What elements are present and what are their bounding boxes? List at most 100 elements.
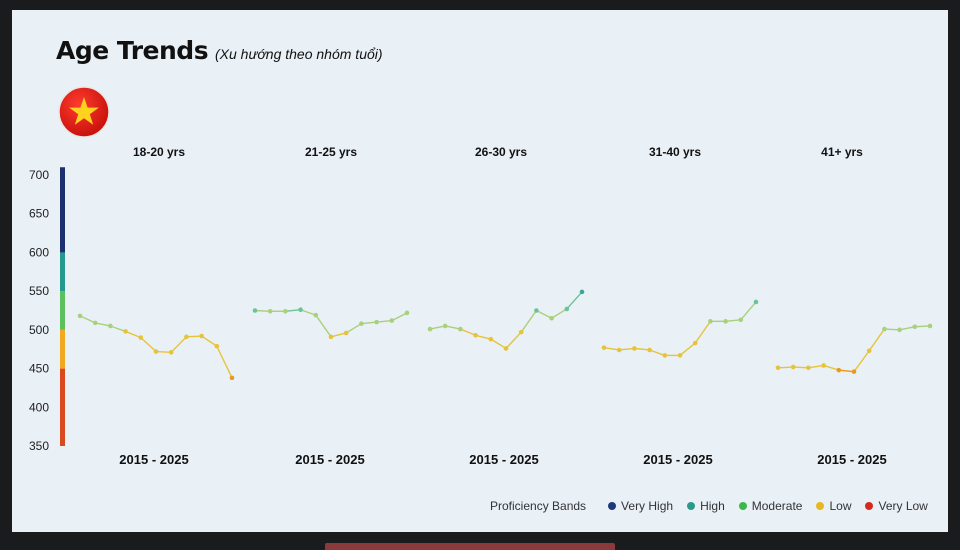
data-point xyxy=(738,317,744,323)
data-point xyxy=(458,326,463,332)
data-point xyxy=(662,353,668,358)
data-point xyxy=(927,323,933,329)
series-segment xyxy=(460,328,476,336)
data-point xyxy=(153,349,159,354)
legend-item-moderate: Moderate xyxy=(738,499,802,513)
y-tick-label: 500 xyxy=(29,323,49,337)
data-point xyxy=(503,346,509,351)
age-trends-chart: 700 650 600 550 500 450 400 350 18-20 yrs 2015 - … xyxy=(29,145,933,467)
panel-xlabel: 2015 - 2025 xyxy=(643,452,712,467)
data-point xyxy=(601,345,607,350)
series-segment xyxy=(634,347,650,351)
proficiency-band-0 xyxy=(60,368,65,446)
series-segment xyxy=(838,369,855,373)
series-segment xyxy=(201,335,218,347)
series-segment xyxy=(551,308,568,319)
data-point xyxy=(790,364,796,370)
data-point xyxy=(229,375,235,381)
series-segment xyxy=(285,309,301,312)
legend-label: High xyxy=(700,499,725,513)
data-point xyxy=(359,321,364,326)
data-point xyxy=(775,365,781,371)
data-point xyxy=(298,307,303,313)
vietnam-flag-icon xyxy=(58,86,110,138)
series-segment xyxy=(868,328,885,352)
legend-item-high: High xyxy=(687,499,725,513)
data-point xyxy=(488,336,494,342)
series-segment xyxy=(914,325,931,328)
series-segment xyxy=(186,335,202,338)
series-segment xyxy=(679,342,696,356)
y-tick-label: 450 xyxy=(29,362,49,376)
data-point xyxy=(427,326,433,332)
panel-label: 21-25 yrs xyxy=(305,145,357,159)
series-segment xyxy=(899,326,915,331)
legend-label: Very Low xyxy=(878,499,928,513)
panel-label: 31-40 yrs xyxy=(649,145,701,159)
proficiency-band-3 xyxy=(60,252,65,292)
series-segment xyxy=(79,315,96,324)
series-segment xyxy=(475,334,491,340)
series-segment xyxy=(376,319,392,323)
data-point xyxy=(77,313,83,319)
legend-label: Low xyxy=(829,499,852,513)
panel-label: 41+ yrs xyxy=(821,145,863,159)
proficiency-band-1 xyxy=(60,329,65,369)
data-point xyxy=(579,289,585,295)
series-segment xyxy=(823,364,840,371)
data-point xyxy=(632,346,637,351)
y-tick-label: 650 xyxy=(29,207,49,221)
data-point xyxy=(708,319,713,324)
series-segment xyxy=(315,314,332,338)
data-point xyxy=(92,320,98,326)
legend-title: Proficiency Bands xyxy=(490,499,587,513)
panel-label: 26-30 yrs xyxy=(475,145,527,159)
series-segment xyxy=(808,364,824,369)
monitor-stand xyxy=(325,543,615,550)
series-segment xyxy=(694,320,711,344)
series-segment xyxy=(429,325,446,330)
legend-dot xyxy=(738,502,747,510)
panel-xlabel: 2015 - 2025 xyxy=(295,452,364,467)
data-point xyxy=(882,326,887,332)
legend-dot xyxy=(687,502,696,510)
legend-item-very-low: Very Low xyxy=(865,499,928,513)
series-segment xyxy=(566,291,583,310)
data-point xyxy=(534,308,539,313)
series-segment xyxy=(505,331,522,349)
data-point xyxy=(123,329,128,334)
data-point xyxy=(108,323,113,329)
data-point xyxy=(897,327,902,333)
panel-xlabel: 2015 - 2025 xyxy=(119,452,188,467)
data-point xyxy=(283,308,288,314)
legend-label: Very High xyxy=(621,499,674,513)
series-segment xyxy=(361,321,377,325)
data-point xyxy=(184,334,189,340)
series-segment xyxy=(140,337,157,353)
data-point xyxy=(343,330,349,336)
series-segment xyxy=(619,347,635,351)
series-segment xyxy=(216,345,233,379)
data-point xyxy=(549,315,554,321)
data-point xyxy=(267,308,273,314)
panel-xlabel: 2015 - 2025 xyxy=(469,452,538,467)
data-point xyxy=(692,340,698,346)
series-segment xyxy=(345,323,362,334)
series-segment xyxy=(853,350,870,373)
series-segment xyxy=(254,309,271,312)
series-segment xyxy=(536,309,552,319)
data-point xyxy=(851,369,857,374)
series-segment xyxy=(740,301,757,321)
series-segment xyxy=(884,328,900,331)
legend-dot xyxy=(865,502,874,510)
legend-item-very-high: Very High xyxy=(608,499,673,513)
legend-dot xyxy=(608,502,617,510)
data-point xyxy=(518,329,524,335)
data-point xyxy=(677,353,683,358)
data-point xyxy=(313,312,319,318)
series-segment xyxy=(649,349,666,357)
series-segment xyxy=(520,310,537,333)
panel-label: 18-20 yrs xyxy=(133,145,185,159)
data-point xyxy=(252,308,258,313)
series-segment xyxy=(391,312,408,322)
